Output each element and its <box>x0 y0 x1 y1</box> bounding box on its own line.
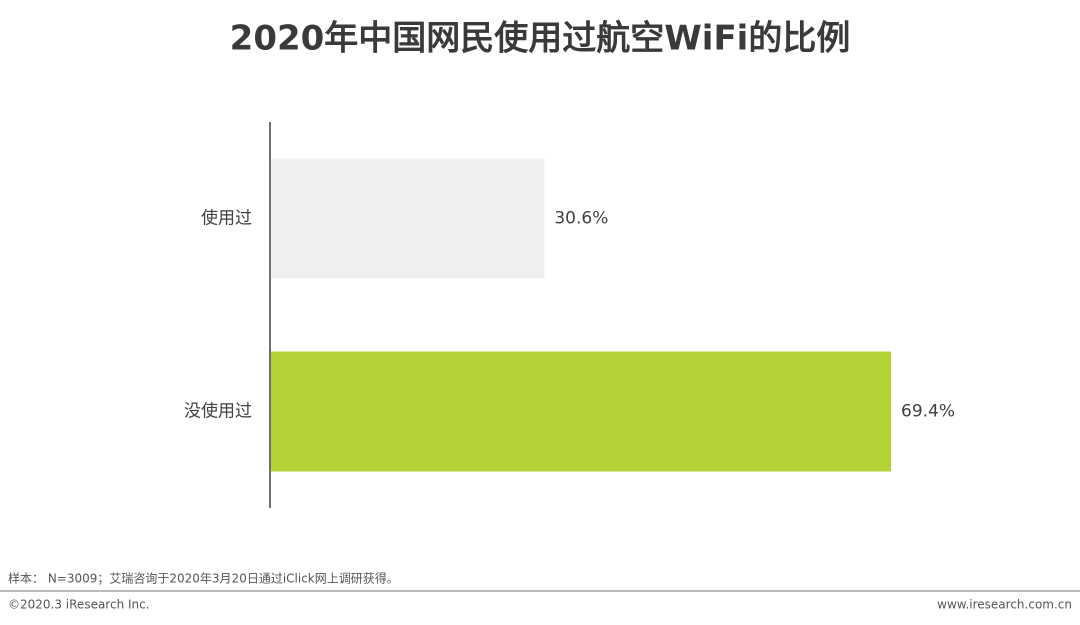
website: www.iresearch.com.cn <box>937 598 1072 612</box>
category-label: 没使用过 <box>184 401 252 422</box>
bar <box>271 158 545 279</box>
value-label: 69.4% <box>901 402 955 422</box>
chart-title: 2020年中国网民使用过航空WiFi的比例 <box>230 19 851 59</box>
value-label: 30.6% <box>554 209 608 229</box>
copyright: ©2020.3 iResearch Inc. <box>8 598 150 612</box>
category-label: 使用过 <box>201 208 252 229</box>
bar <box>271 351 891 472</box>
source-note: 样本： N=3009；艾瑞咨询于2020年3月20日通过iClick网上调研获得… <box>8 571 399 586</box>
